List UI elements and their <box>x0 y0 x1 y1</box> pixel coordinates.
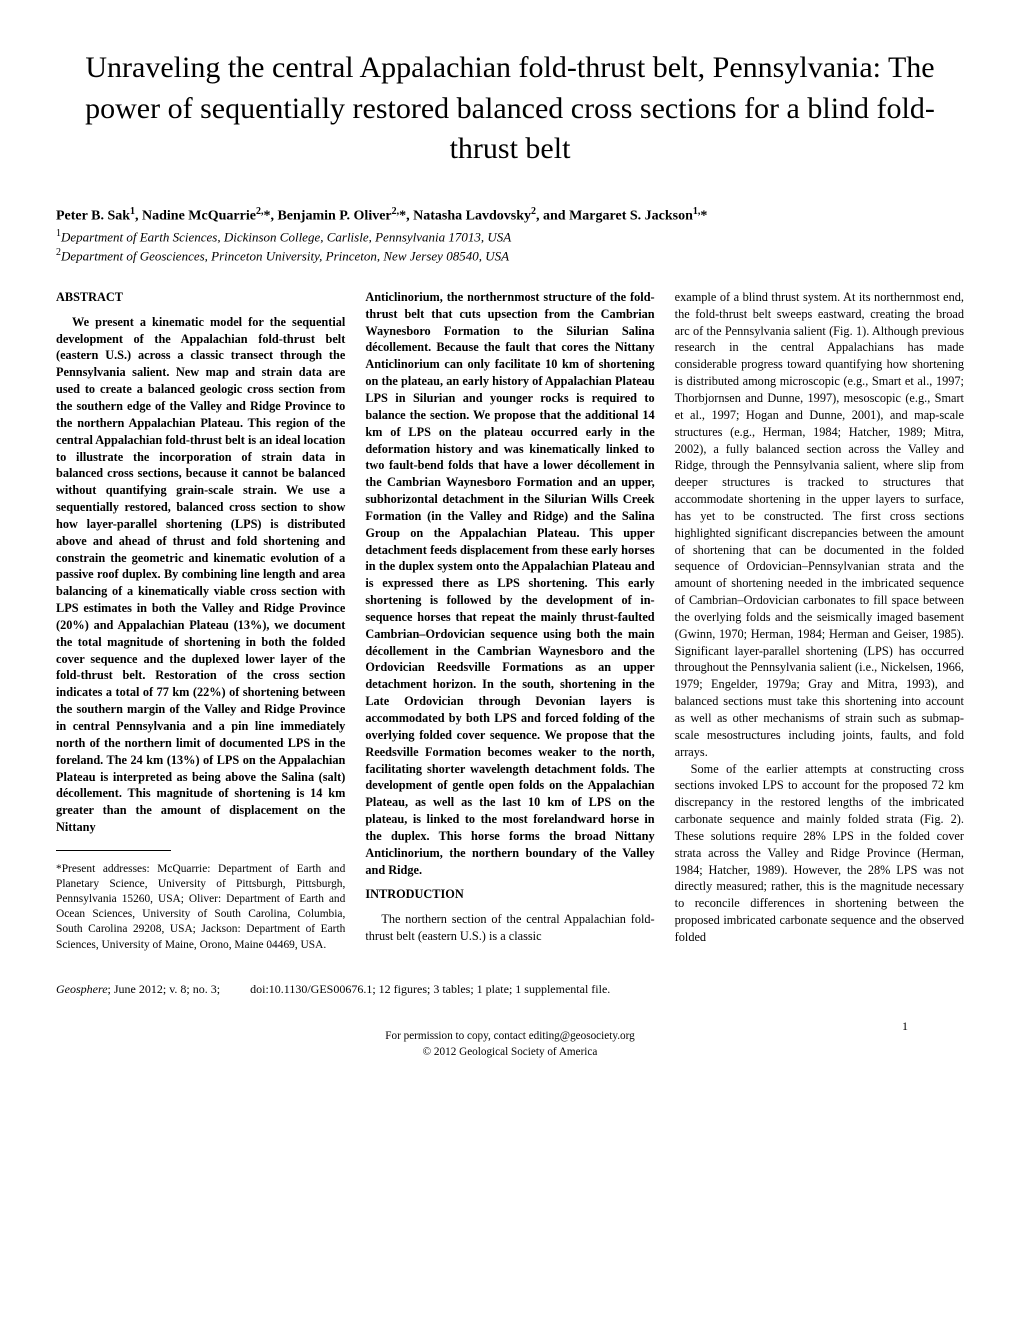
author-footnote: *Present addresses: McQuarrie: Departmen… <box>56 862 345 952</box>
permission-line-1: For permission to copy, contact editing@… <box>385 1030 634 1042</box>
page-number: 1 <box>902 1019 908 1034</box>
abstract-continued: Anticlinorium, the northernmost structur… <box>365 289 654 879</box>
column-3: example of a blind thrust system. At its… <box>675 289 964 964</box>
abstract-heading: ABSTRACT <box>56 289 345 306</box>
introduction-continued-2: Some of the earlier attempts at construc… <box>675 761 964 946</box>
column-2: Anticlinorium, the northernmost structur… <box>365 289 654 964</box>
paper-title: Unraveling the central Appalachian fold-… <box>70 48 950 170</box>
introduction-continued-1: example of a blind thrust system. At its… <box>675 289 964 761</box>
journal-name: Geosphere <box>56 982 108 996</box>
affiliation-1: 1Department of Earth Sciences, Dickinson… <box>56 227 964 246</box>
footnote-rule <box>56 850 171 851</box>
affiliation-2: 2Department of Geosciences, Princeton Un… <box>56 246 964 265</box>
introduction-heading: INTRODUCTION <box>365 886 654 903</box>
journal-footer: Geosphere; June 2012; v. 8; no. 3; doi:1… <box>56 982 964 997</box>
text-columns: ABSTRACT We present a kinematic model fo… <box>56 289 964 964</box>
doi-info: doi:10.1130/GES00676.1; 12 figures; 3 ta… <box>250 982 610 996</box>
column-1: ABSTRACT We present a kinematic model fo… <box>56 289 345 964</box>
author-list: Peter B. Sak1, Nadine McQuarrie2,*, Benj… <box>56 206 964 225</box>
permission-line-2: © 2012 Geological Society of America <box>423 1046 598 1058</box>
introduction-text: The northern section of the central Appa… <box>365 911 654 945</box>
abstract-text: We present a kinematic model for the seq… <box>56 314 345 836</box>
permission-block: For permission to copy, contact editing@… <box>56 1029 964 1060</box>
issue-info: ; June 2012; v. 8; no. 3; <box>108 982 221 996</box>
